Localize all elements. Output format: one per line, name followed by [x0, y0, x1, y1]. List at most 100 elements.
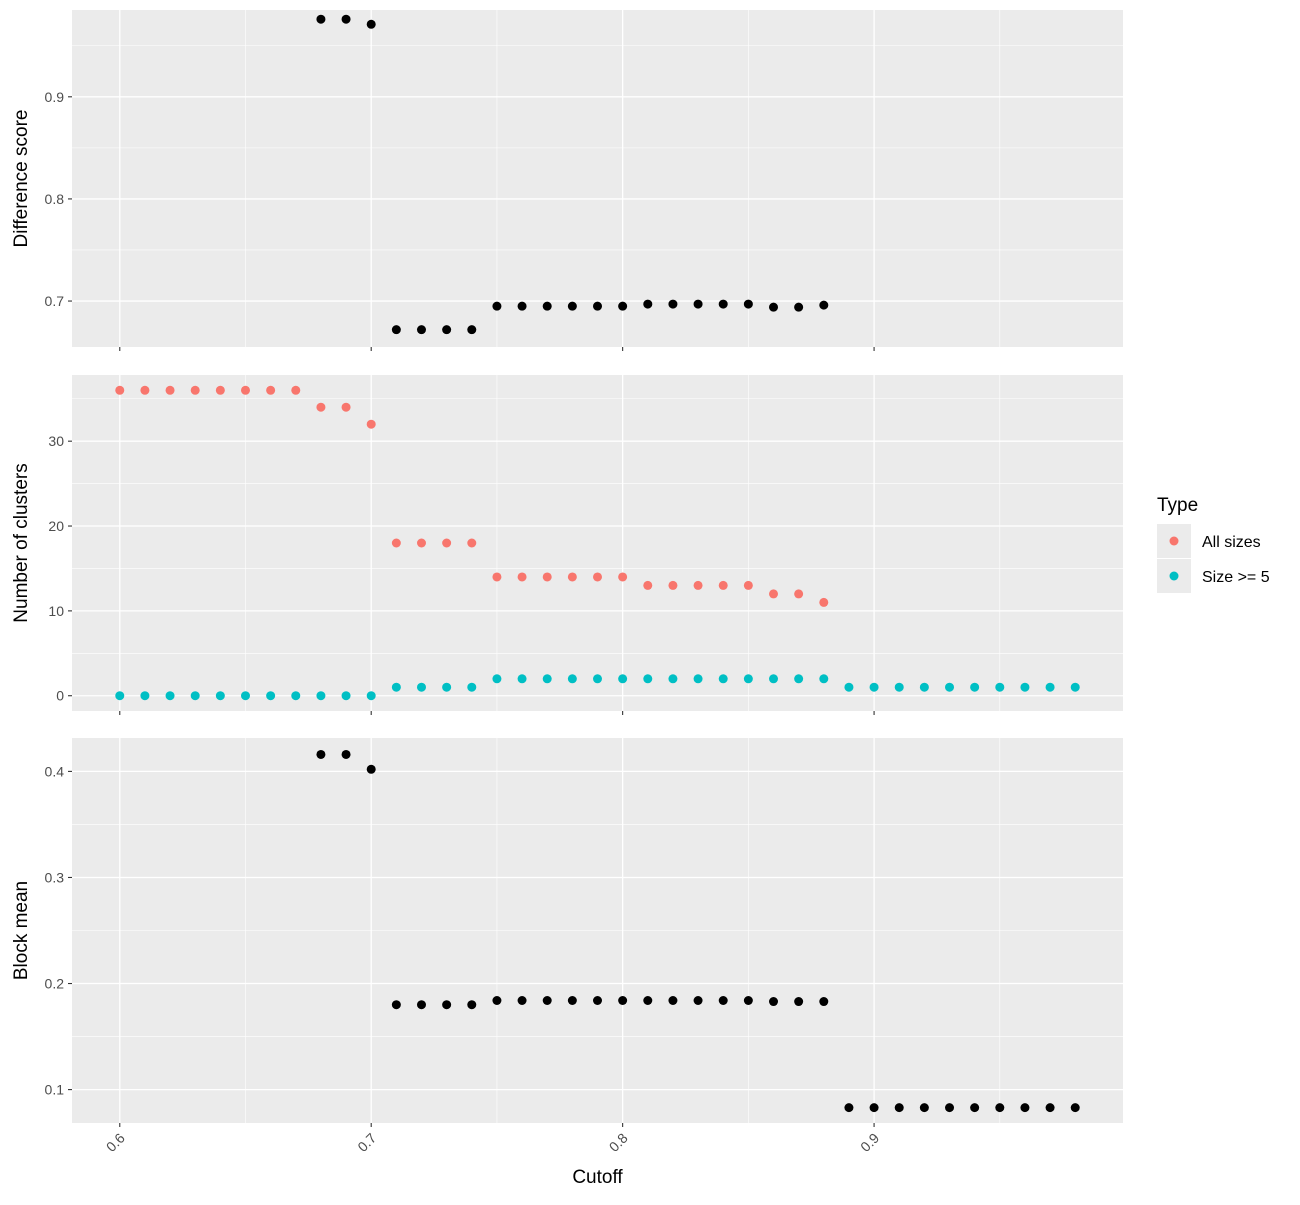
data-point: [517, 674, 527, 684]
y-tick-label: 0.8: [45, 191, 65, 207]
data-point: [542, 301, 552, 311]
data-point: [366, 19, 376, 29]
data-point: [517, 996, 527, 1005]
data-point: [567, 996, 577, 1005]
data-point: [618, 996, 628, 1005]
data-point: [919, 682, 929, 692]
data-point: [467, 538, 477, 548]
data-point: [316, 691, 326, 701]
data-point: [769, 997, 779, 1007]
data-point: [643, 674, 653, 684]
data-point: [945, 682, 955, 692]
y-tick-label: 10: [48, 603, 64, 619]
legend-label: All sizes: [1202, 534, 1261, 551]
y-tick-label: 0.2: [45, 976, 65, 992]
data-point: [115, 385, 125, 395]
data-point: [416, 538, 426, 548]
data-point: [743, 580, 753, 590]
data-point: [316, 402, 326, 412]
y-tick-label: 0: [56, 688, 64, 704]
data-point: [995, 682, 1005, 692]
data-point: [844, 682, 854, 692]
data-point: [442, 682, 452, 692]
y-tick-label: 0.4: [45, 763, 65, 779]
data-point: [894, 1103, 904, 1113]
data-point: [743, 299, 753, 309]
data-point: [492, 674, 502, 684]
y-tick-label: 0.3: [45, 869, 65, 885]
data-point: [115, 691, 125, 701]
x-tick-label: 0.8: [606, 1130, 631, 1155]
data-point: [718, 674, 728, 684]
data-point: [668, 674, 678, 684]
data-point: [215, 691, 225, 701]
data-point: [266, 691, 276, 701]
data-point: [567, 674, 577, 684]
data-point: [140, 385, 150, 395]
data-point: [316, 14, 326, 24]
data-point: [291, 691, 301, 701]
data-point: [391, 538, 401, 548]
data-point: [894, 682, 904, 692]
data-point: [291, 385, 301, 395]
data-point: [492, 301, 502, 311]
data-point: [366, 419, 376, 429]
data-point: [919, 1103, 929, 1113]
data-point: [517, 301, 527, 311]
data-point: [391, 682, 401, 692]
data-point: [416, 1000, 426, 1010]
data-point: [391, 1000, 401, 1010]
data-point: [844, 1103, 854, 1113]
data-point: [794, 302, 804, 312]
data-point: [341, 691, 351, 701]
data-point: [542, 996, 552, 1005]
data-point: [693, 580, 703, 590]
data-point: [1045, 1103, 1055, 1113]
data-point: [643, 580, 653, 590]
data-point: [467, 682, 477, 692]
x-tick-label: 0.6: [103, 1130, 128, 1155]
data-point: [240, 691, 250, 701]
data-point: [190, 385, 200, 395]
x-tick-label: 0.7: [354, 1130, 379, 1155]
data-point: [743, 996, 753, 1005]
data-point: [567, 572, 577, 582]
data-point: [215, 385, 225, 395]
legend-key: [1169, 571, 1179, 581]
data-point: [794, 997, 804, 1007]
y-tick-label: 30: [48, 433, 64, 449]
data-point: [718, 580, 728, 590]
data-point: [970, 1103, 980, 1113]
data-point: [341, 14, 351, 24]
data-point: [316, 749, 326, 759]
data-point: [819, 597, 829, 607]
data-point: [140, 691, 150, 701]
data-point: [593, 572, 602, 582]
data-point: [442, 325, 452, 335]
data-point: [416, 682, 426, 692]
data-point: [165, 691, 175, 701]
y-axis-title: Block mean: [11, 881, 32, 980]
data-point: [1070, 682, 1080, 692]
data-point: [1045, 682, 1055, 692]
data-point: [693, 996, 703, 1005]
data-point: [769, 674, 779, 684]
data-point: [593, 996, 602, 1005]
data-point: [869, 682, 879, 692]
data-point: [1020, 682, 1030, 692]
data-point: [416, 325, 426, 335]
data-point: [391, 325, 401, 335]
data-point: [743, 674, 753, 684]
data-point: [567, 301, 577, 311]
data-point: [794, 589, 804, 599]
y-tick-label: 0.9: [45, 89, 65, 105]
data-point: [668, 580, 678, 590]
y-tick-label: 20: [48, 518, 64, 534]
data-point: [341, 749, 351, 759]
y-axis-title: Number of clusters: [11, 463, 32, 622]
data-point: [366, 764, 376, 774]
data-point: [769, 302, 779, 312]
data-point: [643, 996, 653, 1005]
y-axis-title: Difference score: [11, 110, 32, 248]
data-point: [593, 301, 602, 311]
